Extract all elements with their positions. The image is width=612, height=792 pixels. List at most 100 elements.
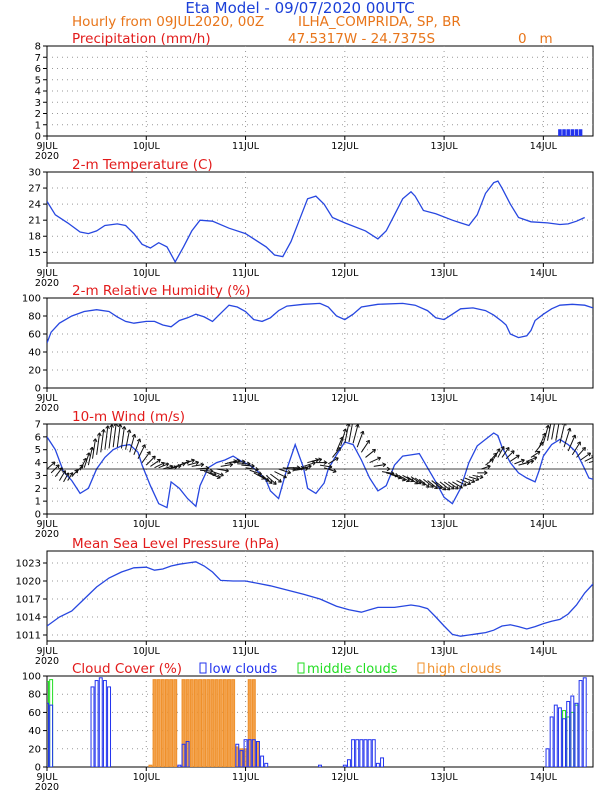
wind-arrow <box>92 438 96 459</box>
rh-title: 2-m Relative Humidity (%) <box>72 283 251 299</box>
cloud-bar-low <box>557 707 562 767</box>
panel-cloud: 9JUL 10JUL 11JUL 12JUL 13JUL 14JUL 2020 0 20 40 60… <box>22 661 594 792</box>
slp-data <box>47 561 593 637</box>
wind-arrow <box>83 452 90 468</box>
wind-data <box>47 424 593 509</box>
wind-arrowhead <box>536 450 541 455</box>
cloud-bar-high <box>214 679 219 767</box>
wind-arrowhead <box>377 456 382 461</box>
cloud-bar-low <box>359 739 364 767</box>
rh-ylabel: 0 <box>35 384 41 395</box>
wind-arrow <box>418 478 430 488</box>
wind-arrow <box>443 481 455 490</box>
wind-arrowhead <box>101 428 106 433</box>
cloud-bar-low <box>545 748 550 767</box>
rh-xlabel: 10JUL <box>133 393 161 404</box>
wind-ylabel: 6 <box>35 432 41 443</box>
wind-arrow <box>116 424 121 448</box>
slp-xlabel: 10JUL <box>133 646 161 657</box>
precip-bar <box>574 129 579 136</box>
temp-ylabel: 24 <box>28 200 41 211</box>
cloud-legend-swatch <box>199 662 207 674</box>
wind-arrow <box>79 458 87 471</box>
wind-arrow <box>50 464 60 474</box>
wind-arrowhead <box>500 445 505 450</box>
rh-ylabel: 80 <box>28 312 41 323</box>
wind-arrow <box>435 481 447 491</box>
cloud-bar-low <box>260 755 265 767</box>
wind-arrowhead <box>92 438 98 443</box>
wind-arrow <box>456 480 467 487</box>
wind-arrow <box>439 481 451 491</box>
wind-arrowhead <box>545 424 550 429</box>
wind-arrow <box>365 449 376 458</box>
cloud-bar-low <box>351 739 356 767</box>
wind-arrow <box>514 459 525 465</box>
wind-arrow <box>452 481 463 489</box>
precip-ylabel: 1 <box>35 120 41 131</box>
wind-arrow <box>228 460 241 464</box>
cloud-bar-high <box>169 679 174 767</box>
rh-xlabel-year: 2020 <box>35 403 59 414</box>
precip-ylabel: 5 <box>35 75 41 86</box>
wind-arrow <box>348 424 353 443</box>
wind-arrowhead <box>346 424 351 427</box>
wind-arrow <box>212 471 224 477</box>
precip-ylabel: 0 <box>35 132 41 143</box>
wind-arrowhead <box>255 467 259 472</box>
wind-xlabel: 10JUL <box>133 519 161 530</box>
wind-arrow <box>538 432 546 448</box>
temp-xlabel: 10JUL <box>133 268 161 279</box>
temp-xlabel: 11JUL <box>232 268 260 279</box>
wind-arrowhead <box>446 486 451 491</box>
cloud-bar-low <box>102 680 107 767</box>
cloud-bar-low <box>566 700 571 767</box>
cloud-ylabel: 100 <box>22 672 41 683</box>
wind-arrow <box>493 448 501 459</box>
cloud-bar-high <box>189 679 194 767</box>
wind-arrow <box>104 425 109 450</box>
wind-arrow <box>120 426 125 449</box>
wind-arrow <box>588 460 593 464</box>
wind-arrowhead <box>113 424 119 427</box>
wind-arrow <box>47 461 56 470</box>
wind-arrow <box>295 467 309 471</box>
precip-bar <box>566 129 570 136</box>
wind-arrowhead <box>200 462 205 468</box>
precip-ylabel: 7 <box>35 53 41 64</box>
precip-xlabel: 11JUL <box>232 141 260 152</box>
wind-arrow <box>576 447 586 458</box>
precip-xlabel: 12JUL <box>331 141 359 152</box>
wind-arrowhead <box>251 463 255 469</box>
wind-arrowhead <box>515 454 520 459</box>
wind-arrow <box>431 480 442 489</box>
precip-xlabel: 10JUL <box>133 141 161 152</box>
cloud-data <box>47 677 587 767</box>
precip-ylabel: 3 <box>35 98 41 109</box>
cloud-bar-low <box>98 677 103 767</box>
cloud-xlabel: 13JUL <box>431 772 459 783</box>
wind-arrow <box>100 429 105 453</box>
panel-wind: 9JUL 10JUL 11JUL 12JUL 13JUL 14JUL 2020 0 1 2 3 4 5 6… <box>35 409 594 540</box>
precip-xlabel: 14JUL <box>530 141 558 152</box>
cloud-bar-high <box>164 679 169 767</box>
rh-ylabel: 20 <box>28 366 41 377</box>
wind-arrow <box>580 452 591 461</box>
wind-arrowhead <box>332 468 337 474</box>
wind-arrow <box>464 477 475 483</box>
wind-arrowhead <box>334 457 339 462</box>
rh-ylabel: 100 <box>22 294 41 305</box>
wind-arrowhead <box>105 425 110 430</box>
cloud-bar-high <box>160 679 165 767</box>
wind-arrow <box>303 461 316 467</box>
wind-arrow <box>394 474 406 481</box>
wind-arrow <box>249 469 262 475</box>
cloud-bar-low <box>181 743 186 767</box>
slp-xlabel: 11JUL <box>232 646 260 657</box>
wind-ylabel: 4 <box>35 458 41 469</box>
wind-arrow <box>373 463 386 467</box>
wind-arrowhead <box>151 455 156 460</box>
cloud-legend-label: low clouds <box>209 662 278 677</box>
wind-arrow <box>137 444 146 459</box>
cloud-xlabel: 10JUL <box>133 772 161 783</box>
